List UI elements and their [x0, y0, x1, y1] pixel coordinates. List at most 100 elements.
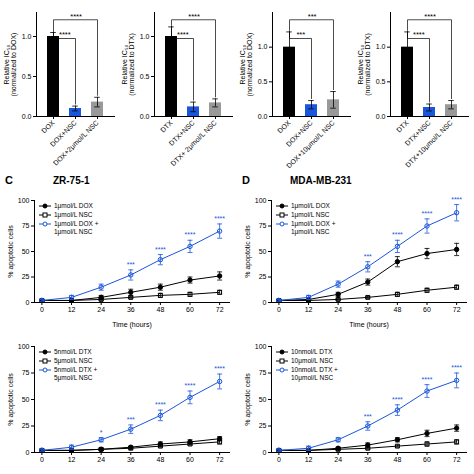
- svg-text:****: ****: [188, 12, 200, 21]
- svg-text:****: ****: [422, 210, 433, 217]
- svg-text:72: 72: [216, 456, 224, 463]
- svg-text:1.0: 1.0: [22, 33, 32, 40]
- svg-text:12: 12: [305, 306, 313, 313]
- svg-text:100: 100: [18, 197, 30, 204]
- svg-text:75: 75: [22, 369, 30, 376]
- svg-text:% apoptotic cells: % apoptotic cells: [244, 373, 252, 426]
- svg-text:****: ****: [155, 401, 166, 408]
- svg-text:24: 24: [334, 456, 342, 463]
- svg-text:50: 50: [22, 396, 30, 403]
- svg-text:****: ****: [451, 364, 462, 371]
- svg-text:1.0: 1.0: [258, 43, 268, 50]
- svg-text:72: 72: [453, 306, 461, 313]
- svg-text:25: 25: [22, 273, 30, 280]
- svg-text:****: ****: [185, 231, 196, 238]
- svg-text:25: 25: [259, 422, 267, 429]
- svg-text:DTX: DTX: [395, 119, 410, 134]
- svg-text:Relative IC₅₀(normalized to DO: Relative IC₅₀(normalized to DOX): [3, 33, 18, 97]
- svg-text:60: 60: [186, 306, 194, 313]
- svg-text:% apoptotic cells: % apoptotic cells: [244, 225, 252, 278]
- svg-text:****: ****: [413, 30, 425, 39]
- svg-text:48: 48: [156, 306, 164, 313]
- svg-text:****: ****: [155, 246, 166, 253]
- svg-text:12: 12: [68, 456, 76, 463]
- svg-text:36: 36: [364, 306, 372, 313]
- svg-text:0.0: 0.0: [22, 113, 32, 120]
- svg-text:***: ***: [127, 261, 135, 268]
- svg-text:0: 0: [277, 456, 281, 463]
- svg-text:***: ***: [308, 12, 317, 21]
- svg-text:****: ****: [177, 30, 189, 39]
- svg-text:24: 24: [97, 456, 105, 463]
- svg-text:0: 0: [40, 456, 44, 463]
- svg-text:60: 60: [186, 456, 194, 463]
- svg-text:0: 0: [26, 449, 30, 456]
- svg-text:75: 75: [22, 222, 30, 229]
- svg-text:0.5: 0.5: [376, 78, 386, 85]
- svg-text:25: 25: [22, 422, 30, 429]
- svg-text:***: ***: [364, 413, 372, 420]
- svg-text:DOX: DOX: [276, 119, 292, 135]
- svg-text:0: 0: [263, 299, 267, 306]
- svg-text:48: 48: [393, 306, 401, 313]
- svg-text:75: 75: [259, 222, 267, 229]
- svg-text:0.0: 0.0: [140, 113, 150, 120]
- svg-text:12: 12: [305, 456, 313, 463]
- svg-text:100: 100: [18, 343, 30, 350]
- svg-text:****: ****: [185, 382, 196, 389]
- svg-text:100: 100: [255, 343, 267, 350]
- svg-text:****: ****: [392, 396, 403, 403]
- svg-text:72: 72: [453, 456, 461, 463]
- svg-text:****: ****: [392, 231, 403, 238]
- svg-text:50: 50: [259, 248, 267, 255]
- svg-text:DTX+ 2μmol/L NSC: DTX+ 2μmol/L NSC: [169, 119, 218, 168]
- svg-text:****: ****: [214, 365, 225, 372]
- svg-text:****: ****: [424, 12, 436, 21]
- svg-text:36: 36: [364, 456, 372, 463]
- svg-text:% apoptotic cells: % apoptotic cells: [7, 225, 15, 278]
- svg-text:60: 60: [423, 456, 431, 463]
- svg-text:1.0: 1.0: [376, 43, 386, 50]
- svg-text:0.5: 0.5: [258, 78, 268, 85]
- svg-text:48: 48: [156, 456, 164, 463]
- svg-text:72: 72: [216, 306, 224, 313]
- svg-text:****: ****: [451, 196, 462, 203]
- svg-text:Relative IC₅₀(normalized to DT: Relative IC₅₀(normalized to DTX): [357, 33, 372, 96]
- svg-text:Time (hours): Time (hours): [112, 321, 151, 329]
- svg-text:12: 12: [68, 306, 76, 313]
- svg-text:Time (hours): Time (hours): [349, 321, 388, 329]
- svg-text:48: 48: [393, 456, 401, 463]
- svg-text:24: 24: [97, 306, 105, 313]
- svg-text:100: 100: [255, 197, 267, 204]
- svg-text:% apoptotic cells: % apoptotic cells: [7, 373, 15, 426]
- svg-text:0.5: 0.5: [140, 73, 150, 80]
- svg-text:DOX+2μmol/L NSC: DOX+2μmol/L NSC: [52, 119, 101, 168]
- svg-text:50: 50: [22, 248, 30, 255]
- svg-text:***: ***: [296, 30, 305, 39]
- svg-text:DOX+10μmol/L NSC: DOX+10μmol/L NSC: [285, 119, 336, 170]
- svg-text:***: ***: [127, 416, 135, 423]
- svg-text:50: 50: [259, 396, 267, 403]
- svg-text:****: ****: [214, 215, 225, 222]
- svg-text:24: 24: [334, 306, 342, 313]
- svg-text:DTX: DTX: [159, 119, 174, 134]
- svg-text:Relative IC₅₀(normalized to DO: Relative IC₅₀(normalized to DOX): [239, 33, 254, 97]
- svg-text:0.5: 0.5: [22, 73, 32, 80]
- svg-text:****: ****: [59, 30, 71, 39]
- svg-text:60: 60: [423, 306, 431, 313]
- svg-text:DOX: DOX: [40, 119, 56, 135]
- svg-text:0.0: 0.0: [258, 113, 268, 120]
- svg-text:0: 0: [277, 306, 281, 313]
- svg-text:1.0: 1.0: [140, 33, 150, 40]
- svg-text:36: 36: [127, 306, 135, 313]
- svg-text:36: 36: [127, 456, 135, 463]
- svg-text:25: 25: [259, 273, 267, 280]
- svg-text:0: 0: [40, 306, 44, 313]
- svg-text:0: 0: [263, 449, 267, 456]
- svg-text:Relative IC₅₀(normalized to DT: Relative IC₅₀(normalized to DTX): [121, 33, 136, 96]
- svg-text:*: *: [100, 429, 103, 436]
- svg-text:DTX+10μmol/L NSC: DTX+10μmol/L NSC: [404, 119, 455, 170]
- svg-text:0: 0: [26, 299, 30, 306]
- svg-text:****: ****: [422, 376, 433, 383]
- svg-text:***: ***: [364, 253, 372, 260]
